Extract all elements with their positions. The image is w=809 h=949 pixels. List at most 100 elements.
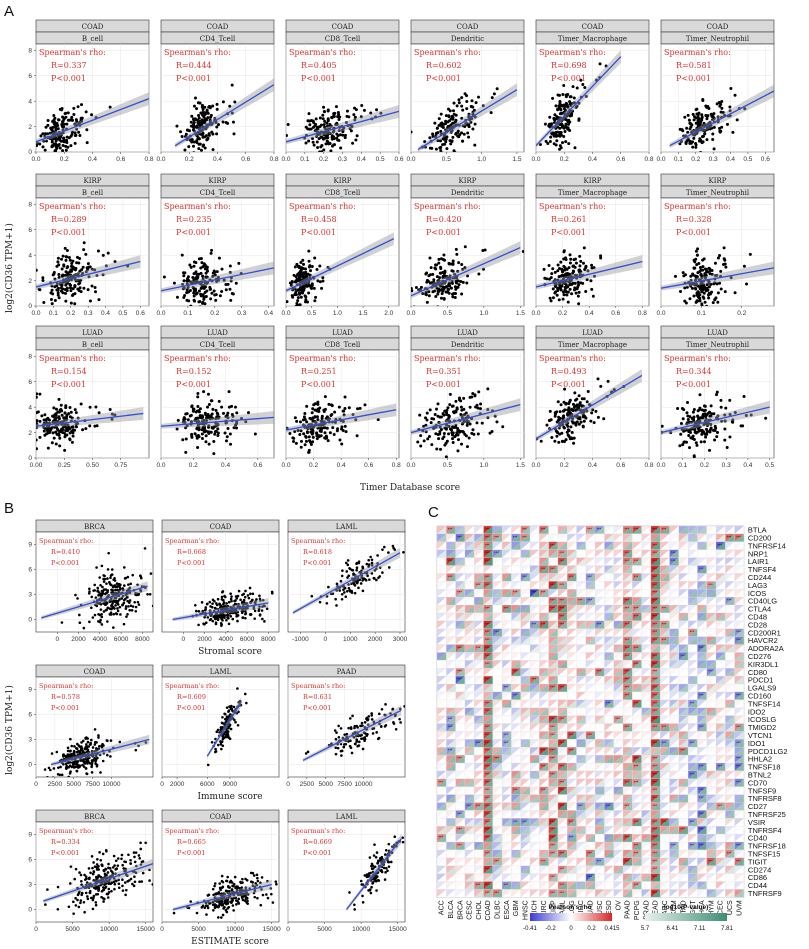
- data-point: [568, 114, 572, 118]
- x-tick-label: 0.6: [364, 462, 373, 469]
- data-point: [363, 403, 367, 407]
- data-point: [437, 261, 441, 265]
- data-point: [298, 420, 302, 424]
- data-point: [347, 726, 350, 730]
- data-point: [214, 747, 217, 751]
- data-point: [129, 582, 133, 586]
- data-point: [307, 435, 311, 439]
- data-point: [745, 282, 749, 286]
- data-point: [270, 590, 274, 594]
- data-point: [230, 83, 234, 87]
- data-point: [340, 442, 344, 446]
- data-point: [691, 145, 695, 149]
- data-point: [91, 746, 95, 749]
- data-point: [149, 572, 153, 575]
- data-point: [199, 292, 203, 296]
- data-point: [707, 296, 711, 300]
- data-point: [58, 409, 62, 413]
- data-point: [693, 305, 696, 306]
- data-point: [686, 414, 690, 418]
- data-point: [76, 597, 79, 600]
- data-point: [434, 294, 438, 298]
- data-point: [451, 109, 455, 113]
- data-point: [54, 124, 58, 128]
- data-point: [46, 446, 50, 450]
- data-point: [463, 432, 467, 436]
- data-point: [298, 272, 302, 276]
- data-point: [462, 396, 466, 400]
- data-point: [334, 737, 338, 741]
- data-point: [244, 589, 247, 593]
- data-point: [94, 405, 98, 409]
- data-point: [551, 287, 555, 291]
- data-point: [320, 414, 324, 418]
- points-group: [174, 78, 274, 162]
- data-point: [50, 126, 54, 130]
- data-point: [123, 584, 126, 587]
- data-point: [215, 730, 219, 734]
- data-point: [205, 602, 209, 606]
- x-tick-label: 0.4: [585, 310, 594, 317]
- data-point: [556, 400, 560, 404]
- data-point: [438, 146, 442, 150]
- data-point: [457, 101, 461, 105]
- data-point: [70, 425, 74, 429]
- data-point: [190, 140, 194, 144]
- data-point: [558, 432, 562, 436]
- data-point: [63, 435, 67, 439]
- data-point: [217, 399, 221, 403]
- data-point: [370, 558, 374, 562]
- y-tick-label: 6: [28, 379, 32, 386]
- data-point: [325, 139, 329, 143]
- x-tick-label: 0.6: [611, 310, 620, 317]
- data-point: [81, 428, 85, 432]
- x-tick-label: 0.2: [700, 462, 709, 469]
- data-point: [360, 104, 364, 108]
- data-point: [202, 390, 206, 394]
- data-point: [176, 418, 180, 422]
- data-point: [226, 631, 230, 632]
- data-point: [706, 293, 710, 297]
- data-point: [116, 607, 119, 610]
- strip-cancer-label: KIRP: [459, 177, 477, 185]
- data-point: [444, 441, 448, 445]
- data-point: [451, 431, 455, 435]
- data-point: [56, 428, 60, 432]
- data-point: [439, 296, 443, 300]
- data-point: [332, 143, 336, 147]
- data-point: [442, 137, 446, 141]
- data-point: [195, 159, 198, 162]
- data-point: [314, 117, 318, 121]
- data-point: [112, 626, 115, 629]
- data-point: [353, 591, 357, 595]
- data-point: [54, 129, 58, 133]
- x-tick-label: 0.4: [264, 310, 273, 317]
- data-point: [198, 142, 202, 146]
- data-point: [555, 139, 559, 143]
- data-point: [425, 300, 429, 304]
- strip-cell-label: B_cell: [82, 341, 104, 349]
- data-point: [333, 410, 337, 414]
- data-point: [465, 100, 469, 104]
- data-point: [709, 404, 713, 408]
- data-point: [310, 264, 314, 268]
- x-tick-label: 0.2: [189, 462, 198, 469]
- data-point: [342, 126, 346, 130]
- data-point: [295, 277, 299, 281]
- data-point: [41, 278, 45, 282]
- data-point: [556, 130, 560, 134]
- data-point: [113, 576, 116, 580]
- data-point: [548, 140, 552, 144]
- data-point: [337, 724, 340, 728]
- data-point: [304, 141, 308, 145]
- x-tick-label: 10000: [102, 781, 120, 788]
- data-point: [559, 403, 563, 407]
- data-point: [225, 706, 229, 709]
- x-tick-label: 0.0: [531, 462, 540, 469]
- data-point: [309, 440, 313, 444]
- data-point: [52, 143, 56, 147]
- data-point: [695, 443, 699, 447]
- data-point: [343, 407, 347, 411]
- data-point: [234, 405, 238, 409]
